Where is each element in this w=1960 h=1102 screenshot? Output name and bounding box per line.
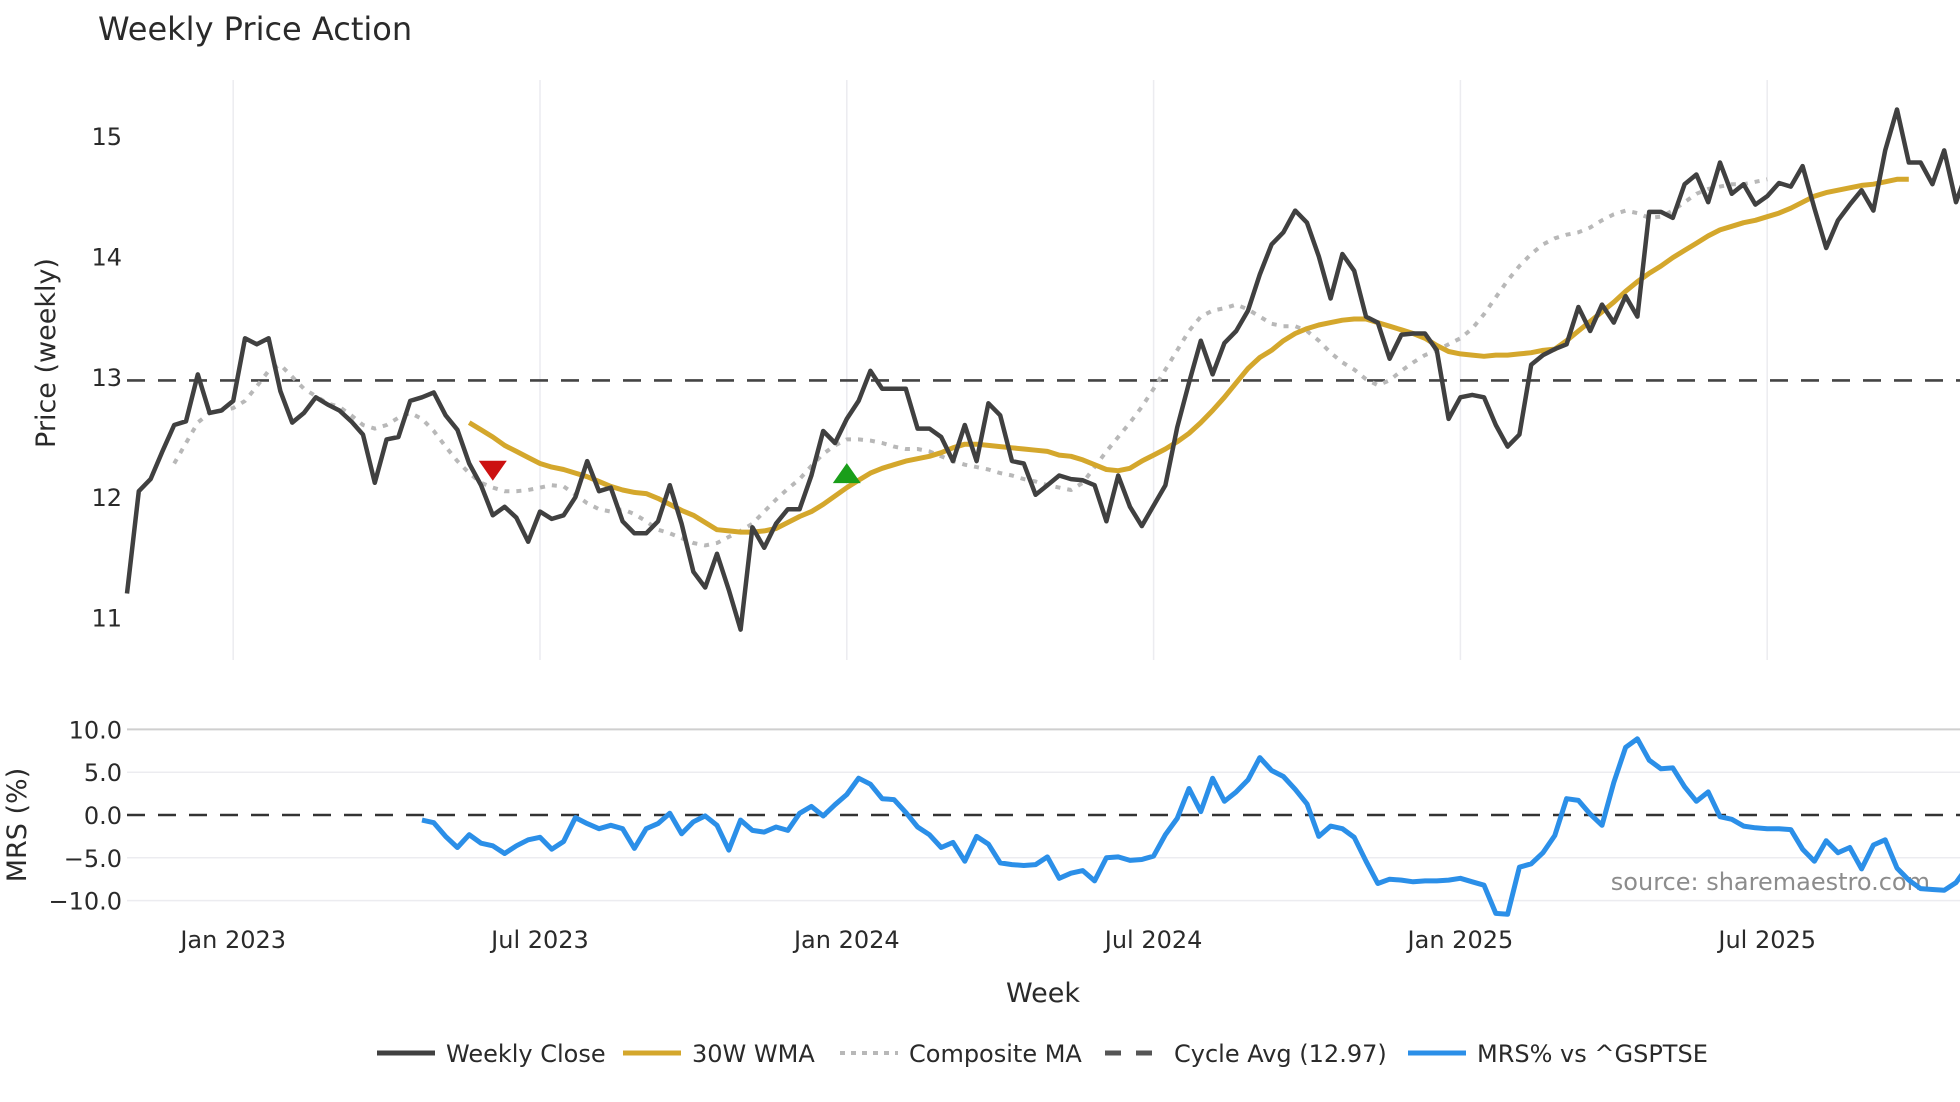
price-vertical-gridlines	[232, 80, 1768, 660]
y-tick-label: 11	[91, 605, 122, 633]
source-annotation: source: sharemaestro.com	[1611, 868, 1930, 896]
y-tick-label: −10.0	[48, 888, 122, 916]
y-tick-label: 15	[91, 123, 122, 151]
x-tick-label: Jul 2023	[489, 926, 589, 954]
mrs-y-ticks: 10.0 5.0 0.0 −5.0 −10.0	[48, 716, 122, 915]
composite-ma-line	[172, 177, 1768, 548]
y-tick-label: 10.0	[69, 716, 122, 744]
legend: Weekly Close 30W WMA Composite MA Cycle Avg…	[377, 1040, 1708, 1068]
price-panel: 11 12 13 14 15 Price (weekly)	[31, 80, 1960, 660]
legend-label: Composite MA	[909, 1040, 1082, 1068]
x-tick-label: Jan 2023	[178, 926, 286, 954]
price-y-axis-label: Price (weekly)	[31, 258, 62, 448]
30w-wma-line	[467, 176, 1909, 535]
signal-markers	[478, 460, 861, 484]
legend-label: Cycle Avg (12.97)	[1174, 1040, 1387, 1068]
x-axis-ticks: Jan 2023 Jul 2023 Jan 2024 Jul 2024 Jan 2025…	[178, 926, 1816, 954]
mrs-panel: 10.0 5.0 0.0 −5.0 −10.0 MRS (%) source: shar…	[2, 716, 1960, 917]
legend-item: 30W WMA	[623, 1040, 815, 1068]
y-tick-label: 5.0	[84, 759, 122, 787]
buy-signal-icon	[832, 463, 861, 484]
sell-signal-icon	[478, 460, 507, 481]
legend-item: Composite MA	[840, 1040, 1082, 1068]
legend-label: Weekly Close	[446, 1040, 606, 1068]
chart-title: Weekly Price Action	[98, 10, 412, 48]
y-tick-label: 0.0	[84, 802, 122, 830]
price-series	[124, 107, 1960, 632]
y-tick-label: 13	[91, 364, 122, 392]
legend-label: MRS% vs ^GSPTSE	[1477, 1040, 1708, 1068]
y-tick-label: 14	[91, 243, 122, 271]
x-tick-label: Jul 2025	[1716, 926, 1816, 954]
x-axis-label: Week	[1006, 978, 1080, 1009]
mrs-y-axis-label: MRS (%)	[2, 768, 33, 883]
y-tick-label: −5.0	[64, 845, 122, 873]
mrs-vs-gsptse-line	[421, 736, 1960, 917]
legend-item: MRS% vs ^GSPTSE	[1408, 1040, 1708, 1068]
legend-label: 30W WMA	[692, 1040, 815, 1068]
y-tick-label: 12	[91, 484, 122, 512]
legend-item: Cycle Avg (12.97)	[1105, 1040, 1387, 1068]
weekly-close-line	[124, 107, 1960, 632]
x-tick-label: Jul 2024	[1103, 926, 1203, 954]
x-tick-label: Jan 2025	[1406, 926, 1514, 954]
x-tick-label: Jan 2024	[792, 926, 900, 954]
price-y-ticks: 11 12 13 14 15	[91, 123, 122, 633]
legend-item: Weekly Close	[377, 1040, 606, 1068]
mrs-series	[127, 736, 1960, 917]
